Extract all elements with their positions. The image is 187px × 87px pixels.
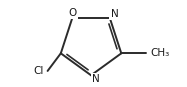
Text: CH₃: CH₃ <box>151 48 170 58</box>
Text: N: N <box>111 9 119 19</box>
Text: Cl: Cl <box>33 66 44 76</box>
Text: O: O <box>68 8 76 18</box>
Text: N: N <box>92 74 100 84</box>
